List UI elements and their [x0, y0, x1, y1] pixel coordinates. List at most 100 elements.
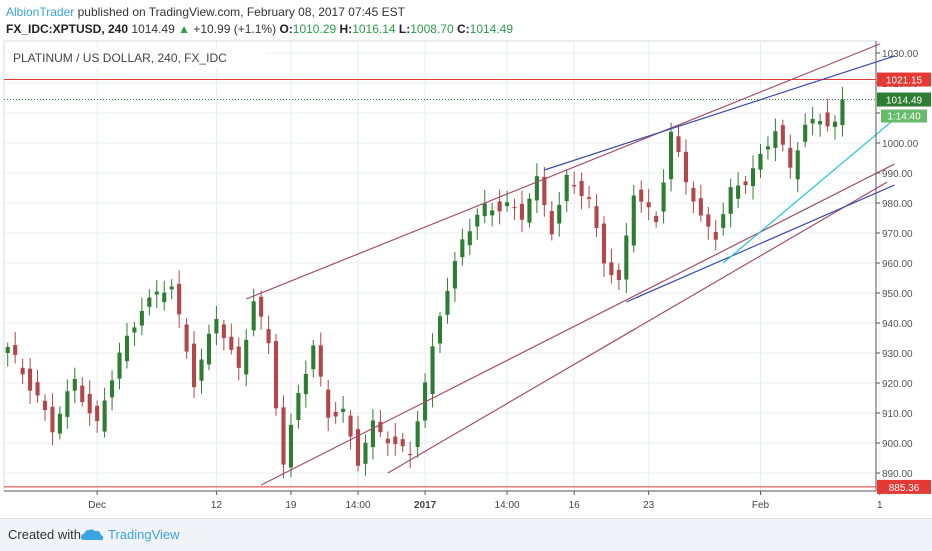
trendline [544, 55, 895, 171]
x-tick-label: 12 [211, 500, 223, 511]
countdown-label: 1:14:40 [887, 112, 921, 123]
candle-body [341, 408, 346, 412]
candle-body [154, 291, 159, 295]
tradingview-brand[interactable]: TradingView [108, 527, 180, 542]
current-price-label: 1014.49 [886, 96, 923, 107]
candle-body [832, 121, 838, 127]
candle-body [743, 181, 748, 186]
candle-body [415, 421, 420, 448]
author-link[interactable]: AlbionTrader [6, 5, 75, 19]
candle-body [214, 319, 219, 334]
x-tick-label: 14:00 [346, 500, 371, 511]
candle-body [50, 406, 55, 433]
candle-body [259, 296, 264, 317]
candle-body [139, 310, 144, 326]
candle-body [348, 415, 353, 437]
x-tick-label: 16 [569, 500, 581, 511]
candle-body [497, 201, 502, 212]
x-tick-label: 23 [643, 500, 655, 511]
candle-body [393, 436, 398, 444]
candle-body [192, 343, 197, 388]
candle-body [206, 333, 212, 365]
candle-body [803, 124, 808, 142]
candle-body [95, 405, 100, 422]
candle-body [65, 391, 70, 417]
countdown-tag [881, 109, 927, 123]
candle-body [452, 261, 457, 289]
candle-body [124, 335, 130, 362]
chart-header: AlbionTrader published on TradingView.co… [0, 0, 932, 40]
level-price-tag [877, 479, 931, 494]
x-tick-label: Dec [88, 500, 106, 511]
candle-body [631, 195, 636, 246]
change-arrow-icon: ▲ [178, 22, 191, 36]
candle-body [512, 207, 517, 209]
candle-body [378, 421, 383, 433]
y-tick-label: 980.00 [882, 199, 913, 210]
candle-body [311, 345, 316, 370]
created-with-text: Created with [8, 527, 81, 542]
price-chart[interactable]: PLATINUM / US DOLLAR, 240, FX_IDC 890.00… [0, 40, 932, 518]
current-price-tag [877, 92, 931, 107]
candle-body [527, 198, 532, 223]
candle-body [326, 389, 331, 418]
candle-body [132, 327, 137, 333]
candle-body [244, 339, 249, 375]
x-tick-label: 14:00 [495, 500, 520, 511]
candle-body [810, 119, 815, 124]
candle-body [296, 393, 301, 420]
x-tick-label: 19 [285, 500, 297, 511]
candle-body [624, 235, 629, 280]
candle-body [162, 292, 167, 303]
candle-body [780, 125, 785, 145]
candle-body [400, 439, 405, 447]
candle-body [639, 189, 644, 202]
x-tick-label: Feb [752, 500, 770, 511]
candle-body [408, 454, 413, 456]
candle-body [87, 393, 92, 414]
y-tick-label: 910.00 [882, 409, 913, 420]
publish-line: AlbionTrader published on TradingView.co… [6, 5, 405, 19]
candle-body [609, 262, 614, 276]
x-tick-label: 2017 [414, 500, 437, 511]
candle-body [572, 184, 577, 187]
tradingview-cloud-icon [81, 529, 104, 541]
candle-body [795, 150, 800, 180]
y-tick-label: 970.00 [882, 229, 913, 240]
candle-body [519, 203, 525, 220]
open-label: O: [279, 22, 293, 36]
level-price-tag [877, 72, 931, 87]
candle-body [318, 345, 323, 377]
candle-body [698, 198, 703, 216]
candle-body [445, 290, 450, 315]
candle-body [221, 324, 226, 338]
candle-body [728, 187, 733, 214]
level-price-label: 885.36 [889, 483, 920, 494]
candle-body [475, 214, 480, 227]
candle-body [549, 210, 554, 235]
y-tick-label: 930.00 [882, 349, 913, 360]
y-tick-label: 1000.00 [882, 139, 919, 150]
high-label: H: [339, 22, 353, 36]
candle-body [654, 215, 659, 223]
candle-body [169, 286, 174, 290]
candle-body [430, 346, 435, 394]
candle-body [251, 301, 256, 331]
candle-body [236, 346, 241, 368]
candle-body [110, 380, 115, 398]
candle-body [683, 151, 688, 183]
candle-body [661, 182, 666, 212]
trendline [722, 118, 896, 264]
candle-body [102, 400, 107, 432]
candle-body [13, 345, 18, 355]
candle-body [303, 373, 308, 395]
y-tick-label: 920.00 [882, 379, 913, 390]
candle-body [355, 429, 361, 466]
candle-body [758, 153, 763, 170]
candle-body [20, 367, 25, 375]
candle-body [557, 204, 562, 224]
candle-body [57, 413, 62, 434]
candle-body [266, 329, 271, 344]
candle-body [80, 385, 85, 403]
candle-body [370, 420, 375, 448]
